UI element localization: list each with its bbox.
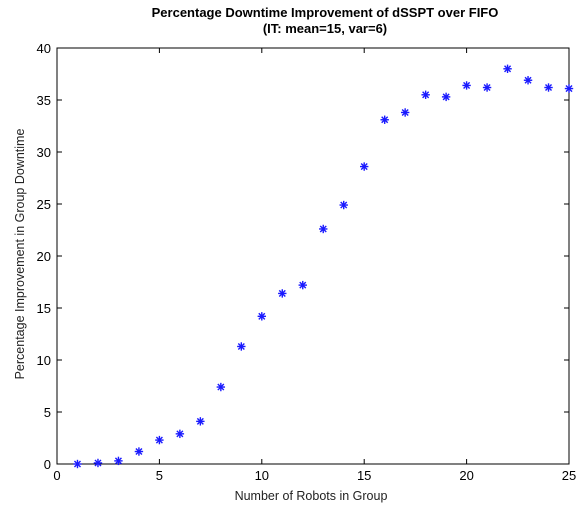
x-tick-label: 10 [255,468,269,483]
data-point [155,435,164,445]
data-point [564,84,574,93]
y-tick-label: 40 [37,41,51,56]
x-axis-label: Number of Robots in Group [235,489,388,503]
data-point [482,83,492,92]
axis-tick-labels: 0 5 10 15 20 25 0 5 10 15 20 25 30 35 40 [37,41,577,483]
data-point [216,382,226,392]
x-tick-label: 15 [357,468,371,483]
chart-title: Percentage Downtime Improvement of dSSPT… [152,5,499,20]
y-tick-label: 10 [37,353,51,368]
axis-ticks [56,47,570,465]
data-point [360,162,369,171]
data-point [339,200,348,210]
data-point [523,76,533,85]
data-point [257,312,266,321]
y-tick-label: 25 [37,197,51,212]
data-point [400,108,410,117]
data-point [73,459,82,469]
y-axis-label: Percentage Improvement in Group Downtime [13,129,27,380]
data-point [93,458,103,468]
data-point [196,417,205,426]
data-point [462,81,471,90]
data-point [421,90,430,99]
y-tick-label: 35 [37,93,51,108]
x-tick-label: 25 [562,468,576,483]
y-tick-label: 0 [44,457,51,472]
data-point [114,456,123,466]
data-point [278,289,287,298]
data-point [319,224,328,234]
x-tick-label: 5 [156,468,163,483]
data-point [134,447,144,456]
data-points [73,64,574,469]
data-point [544,83,553,92]
data-point [380,115,389,124]
y-tick-label: 15 [37,301,51,316]
x-tick-label: 0 [53,468,60,483]
plot-area [56,47,570,465]
data-point [503,64,512,73]
x-tick-label: 20 [459,468,473,483]
data-point [237,342,246,351]
y-tick-label: 30 [37,145,51,160]
data-point [298,280,307,290]
y-tick-label: 20 [37,249,51,264]
data-point [175,429,185,439]
data-point [441,92,451,102]
y-tick-label: 5 [44,405,51,420]
chart-subtitle: (IT: mean=15, var=6) [263,21,387,36]
